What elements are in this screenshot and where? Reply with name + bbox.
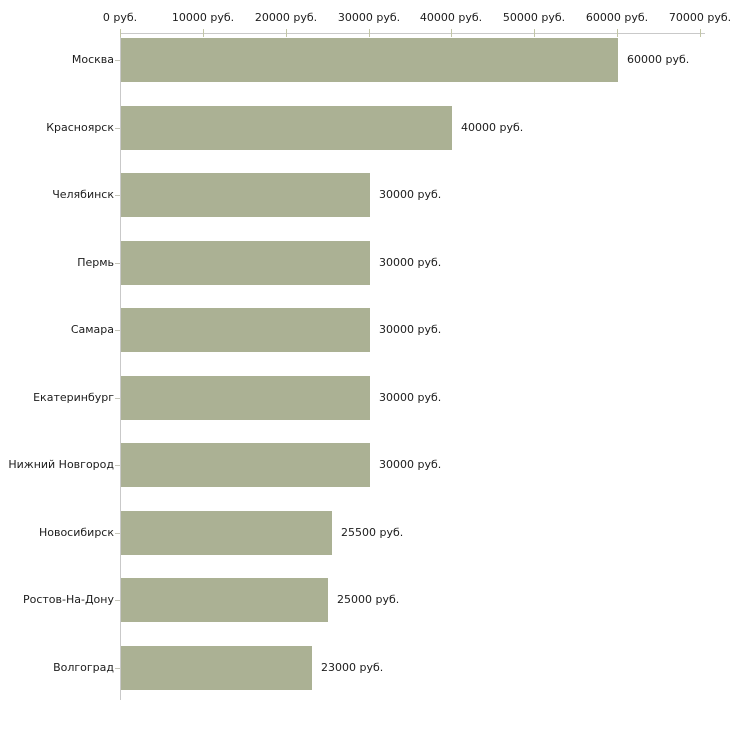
bar xyxy=(121,578,328,622)
bar xyxy=(121,646,312,690)
category-tick-mark xyxy=(115,533,120,534)
value-label: 40000 руб. xyxy=(461,121,524,134)
value-label: 60000 руб. xyxy=(627,53,690,66)
value-label: 25500 руб. xyxy=(341,526,404,539)
bar xyxy=(121,241,370,285)
category-label: Екатеринбург xyxy=(33,391,114,404)
x-axis-line xyxy=(120,33,705,34)
category-tick-mark xyxy=(115,195,120,196)
category-label: Нижний Новгород xyxy=(8,458,114,471)
category-label: Ростов-На-Дону xyxy=(22,593,114,606)
x-axis-tick-mark xyxy=(286,29,287,37)
x-axis-tick-label: 40000 руб. xyxy=(419,11,483,24)
bar xyxy=(121,443,370,487)
x-axis-tick-mark xyxy=(203,29,204,37)
bar xyxy=(121,38,618,82)
category-label: Челябинск xyxy=(52,188,114,201)
x-axis-tick-label: 50000 руб. xyxy=(502,11,566,24)
category-tick-mark xyxy=(115,128,120,129)
x-axis-tick-mark xyxy=(451,29,452,37)
category-tick-mark xyxy=(115,330,120,331)
x-axis-tick-label: 10000 руб. xyxy=(171,11,235,24)
category-label: Москва xyxy=(71,53,114,66)
category-tick-mark xyxy=(115,668,120,669)
x-axis-tick-mark xyxy=(369,29,370,37)
bar xyxy=(121,173,370,217)
category-label: Пермь xyxy=(77,256,114,269)
bar xyxy=(121,511,332,555)
value-label: 30000 руб. xyxy=(379,391,442,404)
category-label: Новосибирск xyxy=(38,526,114,539)
bar xyxy=(121,376,370,420)
category-tick-mark xyxy=(115,60,120,61)
x-axis-tick-label: 30000 руб. xyxy=(337,11,401,24)
x-axis-tick-mark xyxy=(617,29,618,37)
category-label: Красноярск xyxy=(46,121,114,134)
category-tick-mark xyxy=(115,465,120,466)
category-label: Волгоград xyxy=(53,661,114,674)
x-axis-tick-mark xyxy=(120,29,121,37)
x-axis-tick-mark xyxy=(534,29,535,37)
value-label: 30000 руб. xyxy=(379,256,442,269)
x-axis-tick-label: 60000 руб. xyxy=(585,11,649,24)
category-label: Самара xyxy=(70,323,114,336)
bar xyxy=(121,308,370,352)
category-tick-mark xyxy=(115,263,120,264)
x-axis-tick-label: 70000 руб. xyxy=(668,11,730,24)
category-tick-mark xyxy=(115,600,120,601)
value-label: 30000 руб. xyxy=(379,323,442,336)
x-axis-tick-label: 20000 руб. xyxy=(254,11,318,24)
x-axis-tick-label: 0 руб. xyxy=(102,11,138,24)
value-label: 23000 руб. xyxy=(321,661,384,674)
category-tick-mark xyxy=(115,398,120,399)
value-label: 30000 руб. xyxy=(379,458,442,471)
bar xyxy=(121,106,452,150)
value-label: 25000 руб. xyxy=(337,593,400,606)
y-axis-line xyxy=(120,33,121,700)
x-axis-tick-mark xyxy=(700,29,701,37)
value-label: 30000 руб. xyxy=(379,188,442,201)
